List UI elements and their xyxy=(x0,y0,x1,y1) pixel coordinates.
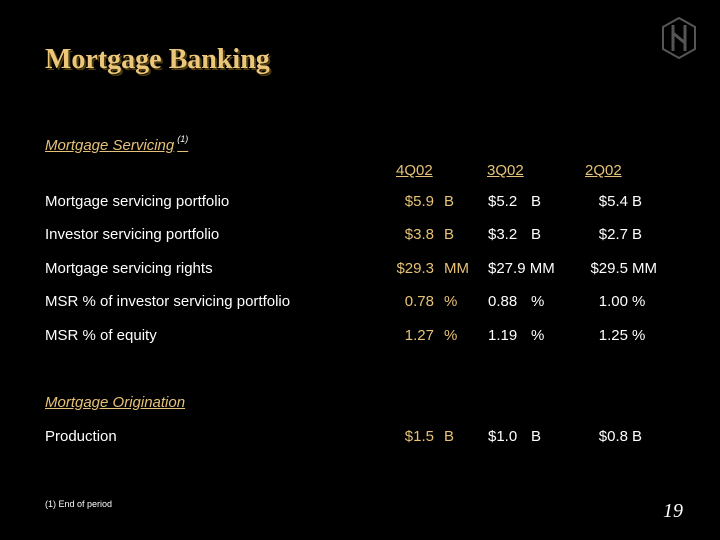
footnote: (1) End of period xyxy=(45,499,113,509)
origination-cell-value: $1.5 xyxy=(404,428,434,445)
column-header-4q02: 4Q02 xyxy=(396,162,433,179)
servicing-cell-unit: % xyxy=(531,293,545,310)
servicing-cell-value: 0.78 xyxy=(404,293,434,310)
servicing-cell-unit: % xyxy=(632,327,646,344)
servicing-cell-unit: B xyxy=(444,193,455,210)
servicing-cell-unit: B xyxy=(531,226,542,243)
column-header-2q02: 2Q02 xyxy=(585,162,622,179)
page-number: 19 xyxy=(663,500,683,522)
row-label: Mortgage servicing rights xyxy=(45,260,213,277)
origination-cell-unit: B xyxy=(531,428,542,445)
servicing-cell-unit: % xyxy=(444,293,458,310)
servicing-cell-value: 1.27 xyxy=(404,327,434,344)
servicing-cell-value: 1.19 xyxy=(488,327,518,344)
section-heading-origination: Mortgage Origination xyxy=(45,394,186,411)
servicing-cell-unit: B xyxy=(531,193,542,210)
servicing-cell-value: 1.25 xyxy=(598,327,628,344)
servicing-cell-value: $5.2 xyxy=(488,193,518,210)
page-title: Mortgage Banking xyxy=(45,44,270,75)
servicing-cell-value: 1.00 xyxy=(598,293,628,310)
origination-cell-value: $1.0 xyxy=(488,428,518,445)
origination-cell-unit: B xyxy=(444,428,455,445)
monogram-logo-icon xyxy=(662,17,696,59)
section-heading-servicing: Mortgage Servicing (1) xyxy=(45,134,189,154)
servicing-cell-value: 0.88 xyxy=(488,293,518,310)
servicing-cell-value: $29.3 xyxy=(396,260,434,277)
row-label: MSR % of investor servicing portfolio xyxy=(45,293,291,310)
servicing-cell-unit: MM xyxy=(632,260,657,277)
column-header-3q02: 3Q02 xyxy=(487,162,524,179)
origination-cell-unit: B xyxy=(632,428,643,445)
servicing-cell-value: $3.2 xyxy=(488,226,518,243)
footnote-marker: (1) xyxy=(177,134,189,144)
origination-cell-value: $0.8 xyxy=(598,428,628,445)
servicing-cell-unit: B xyxy=(632,226,643,243)
section-heading-servicing-text: Mortgage Servicing xyxy=(45,137,175,154)
servicing-cell-value: $5.9 xyxy=(404,193,434,210)
row-label: MSR % of equity xyxy=(45,327,157,344)
servicing-cell-unit: % xyxy=(531,327,545,344)
row-label: Mortgage servicing portfolio xyxy=(45,193,230,210)
servicing-cell-unit: B xyxy=(444,226,455,243)
servicing-cell-value: $2.7 xyxy=(598,226,628,243)
row-label: Investor servicing portfolio xyxy=(45,226,220,243)
servicing-cell-unit: % xyxy=(632,293,646,310)
row-label: Production xyxy=(45,428,117,445)
servicing-cell-unit: % xyxy=(444,327,458,344)
servicing-cell-unit: MM xyxy=(444,260,469,277)
servicing-cell-unit: B xyxy=(632,193,643,210)
servicing-cell-value: $29.5 xyxy=(590,260,628,277)
servicing-cell-value: $3.8 xyxy=(404,226,434,243)
servicing-cell-value: $5.4 xyxy=(598,193,628,210)
servicing-cell-value: $27.9 MM xyxy=(488,260,555,277)
